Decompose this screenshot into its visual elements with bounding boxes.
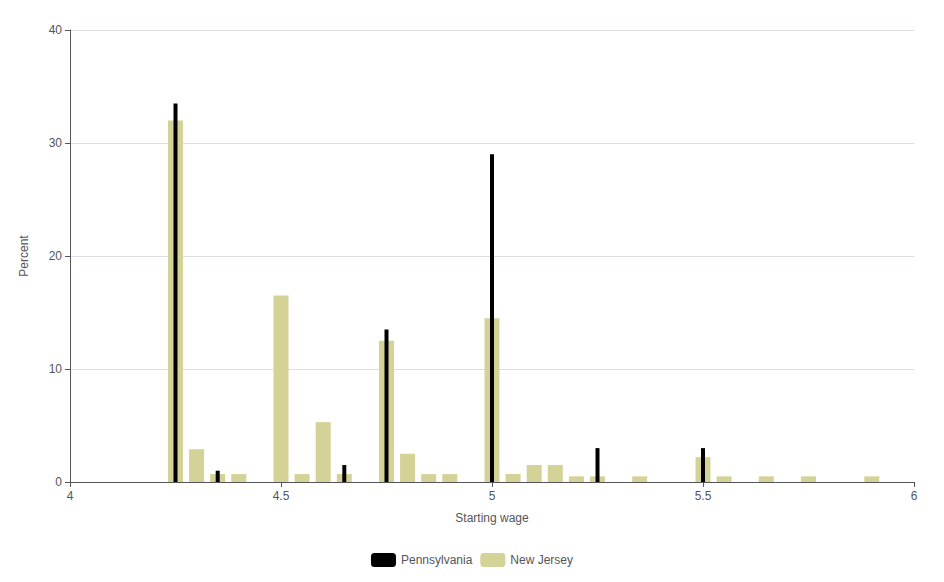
svg-text:20: 20 (49, 249, 63, 263)
svg-text:6: 6 (911, 489, 918, 503)
svg-text:0: 0 (55, 475, 62, 489)
svg-text:Pennsylvania: Pennsylvania (401, 553, 473, 567)
svg-text:New Jersey: New Jersey (510, 553, 573, 567)
svg-text:Percent: Percent (17, 235, 31, 277)
svg-text:10: 10 (49, 362, 63, 376)
svg-text:4: 4 (67, 489, 74, 503)
svg-text:5.5: 5.5 (695, 489, 712, 503)
svg-text:5: 5 (489, 489, 496, 503)
svg-text:30: 30 (49, 136, 63, 150)
svg-text:4.5: 4.5 (273, 489, 290, 503)
svg-text:40: 40 (49, 23, 63, 37)
svg-text:Starting wage: Starting wage (455, 511, 529, 525)
